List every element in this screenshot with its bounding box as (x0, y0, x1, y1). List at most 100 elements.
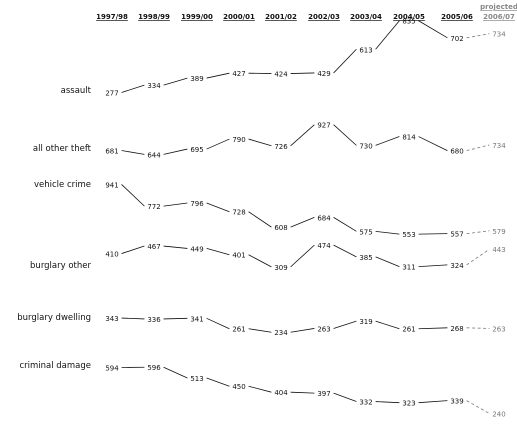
segment-burglary-dwelling-8 (466, 327, 490, 329)
segment-all-other-theft-4 (290, 124, 315, 147)
value-burglary-dwelling-2006-07: 263 (492, 325, 505, 333)
series-label-all-other-theft: all other theft (33, 144, 92, 154)
value-criminal-damage-2003-04: 332 (359, 399, 372, 407)
segment-vehicle-crime-7 (418, 233, 448, 235)
segment-all-other-theft-1 (163, 148, 188, 155)
value-vehicle-crime-2002-03: 684 (317, 214, 331, 222)
value-all-other-theft-2001-02: 726 (274, 143, 288, 151)
segment-burglary-other-6 (375, 256, 400, 267)
segment-criminal-damage-3 (248, 385, 272, 393)
year-header-2004-05: 2004/05 (393, 13, 425, 21)
segment-criminal-damage-6 (375, 401, 400, 404)
segment-vehicle-crime-6 (375, 230, 400, 235)
value-vehicle-crime-1998-99: 772 (147, 203, 160, 211)
value-criminal-damage-1998-99: 596 (147, 364, 161, 372)
segment-criminal-damage-2 (206, 377, 230, 387)
value-assault-1997-98: 277 (105, 89, 118, 97)
series-label-assault: assault (61, 86, 92, 96)
segment-burglary-other-2 (206, 248, 230, 256)
series-label-burglary-other: burglary other (30, 261, 91, 271)
segment-all-other-theft-7 (418, 136, 448, 151)
value-burglary-dwelling-2000-01: 261 (232, 326, 245, 334)
segment-assault-6 (375, 20, 400, 50)
series-label-burglary-dwelling: burglary dwelling (17, 313, 91, 323)
segment-burglary-dwelling-0 (121, 317, 145, 320)
year-header-2005-06: 2005/06 (441, 13, 473, 21)
value-assault-2003-04: 613 (359, 46, 372, 54)
value-burglary-other-2003-04: 385 (359, 254, 372, 262)
segment-criminal-damage-5 (333, 392, 357, 402)
value-assault-2001-02: 424 (274, 71, 288, 79)
segment-assault-4 (290, 72, 315, 74)
value-vehicle-crime-2006-07: 579 (492, 228, 505, 236)
segment-vehicle-crime-4 (290, 217, 315, 228)
segment-assault-0 (121, 84, 145, 93)
value-burglary-other-2005-06: 324 (450, 262, 464, 270)
segment-vehicle-crime-2 (206, 202, 230, 213)
value-burglary-other-1997-98: 410 (105, 251, 118, 259)
segment-all-other-theft-8 (466, 144, 490, 152)
year-header-1999-00: 1999/00 (181, 13, 213, 21)
value-criminal-damage-1997-98: 594 (105, 364, 119, 372)
segment-burglary-dwelling-2 (206, 317, 230, 330)
value-assault-2002-03: 429 (317, 70, 330, 78)
value-vehicle-crime-2000-01: 728 (232, 209, 245, 217)
value-burglary-dwelling-2005-06: 268 (450, 325, 463, 333)
year-header-2002-03: 2002/03 (308, 13, 340, 21)
value-burglary-other-2002-03: 474 (317, 242, 331, 250)
value-criminal-damage-2004-05: 323 (402, 400, 415, 408)
segment-vehicle-crime-1 (163, 202, 188, 207)
value-assault-2005-06: 702 (450, 35, 463, 43)
series-label-vehicle-crime: vehicle crime (34, 180, 91, 190)
value-all-other-theft-1997-98: 681 (105, 148, 118, 156)
value-vehicle-crime-2003-04: 575 (359, 228, 372, 236)
segment-burglary-dwelling-3 (248, 328, 272, 333)
segment-criminal-damage-4 (290, 391, 315, 394)
year-header-1997-98: 1997/98 (96, 13, 128, 21)
segment-all-other-theft-3 (248, 138, 272, 147)
value-burglary-dwelling-2002-03: 263 (317, 325, 330, 333)
value-all-other-theft-2004-05: 814 (402, 134, 416, 142)
value-criminal-damage-2006-07: 240 (492, 411, 505, 419)
segment-burglary-other-8 (466, 248, 490, 266)
segment-vehicle-crime-5 (333, 217, 357, 232)
segment-assault-1 (163, 77, 188, 86)
projected-note: projected (480, 3, 517, 11)
year-header-row: 1997/98 1998/99 1999/00 2000/01 2001/02 2002/… (96, 13, 515, 21)
value-assault-1998-99: 334 (147, 82, 161, 90)
value-assault-1999-00: 389 (190, 75, 203, 83)
segment-assault-5 (333, 48, 357, 74)
value-assault-2006-07: 734 (492, 31, 506, 39)
segment-assault-8 (466, 33, 490, 39)
value-labels: 277 334 389 427 424 429 613 835 702 734 681 644 695 7… (105, 18, 506, 419)
segment-burglary-other-3 (248, 254, 272, 268)
value-burglary-dwelling-1997-98: 343 (105, 315, 118, 323)
series-label-criminal-damage: criminal damage (19, 361, 91, 371)
year-header-1998-99: 1998/99 (138, 13, 170, 21)
segment-all-other-theft-0 (121, 150, 145, 155)
value-all-other-theft-2006-07: 734 (492, 142, 506, 150)
segment-criminal-damage-1 (163, 366, 188, 379)
series-lines (121, 20, 490, 414)
value-criminal-damage-2000-01: 450 (232, 383, 245, 391)
segment-burglary-other-1 (163, 245, 188, 249)
value-all-other-theft-2005-06: 680 (450, 148, 463, 156)
value-burglary-other-2001-02: 309 (274, 264, 287, 272)
segment-burglary-dwelling-1 (163, 317, 188, 320)
value-burglary-dwelling-2001-02: 234 (274, 329, 288, 337)
value-burglary-other-2000-01: 401 (232, 252, 245, 260)
value-burglary-dwelling-1999-00: 341 (190, 315, 203, 323)
segment-assault-2 (206, 72, 230, 79)
segment-burglary-other-0 (121, 245, 145, 254)
value-burglary-dwelling-2004-05: 261 (402, 326, 415, 334)
segment-all-other-theft-6 (375, 136, 400, 146)
segment-vehicle-crime-0 (121, 184, 145, 207)
value-vehicle-crime-1997-98: 941 (105, 181, 118, 189)
segment-all-other-theft-5 (333, 124, 357, 146)
year-header-2000-01: 2000/01 (223, 13, 255, 21)
value-burglary-dwelling-1998-99: 336 (147, 316, 161, 324)
value-burglary-other-2004-05: 311 (402, 264, 415, 272)
segment-burglary-dwelling-6 (375, 320, 400, 330)
value-vehicle-crime-2004-05: 553 (402, 231, 415, 239)
segment-vehicle-crime-8 (466, 230, 490, 235)
